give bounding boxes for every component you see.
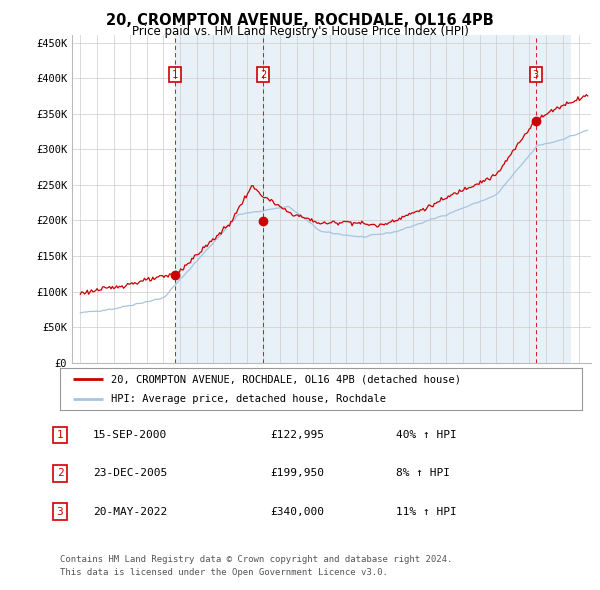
Text: 1: 1 bbox=[172, 70, 178, 80]
Text: £199,950: £199,950 bbox=[270, 468, 324, 478]
Text: Price paid vs. HM Land Registry's House Price Index (HPI): Price paid vs. HM Land Registry's House … bbox=[131, 25, 469, 38]
Text: 20-MAY-2022: 20-MAY-2022 bbox=[93, 507, 167, 517]
Text: 11% ↑ HPI: 11% ↑ HPI bbox=[396, 507, 457, 517]
Bar bbox=[175, 35, 263, 363]
Text: 2: 2 bbox=[260, 70, 266, 80]
Text: 15-SEP-2000: 15-SEP-2000 bbox=[93, 430, 167, 440]
Text: £340,000: £340,000 bbox=[270, 507, 324, 517]
Text: 3: 3 bbox=[56, 507, 64, 517]
Text: 23-DEC-2005: 23-DEC-2005 bbox=[93, 468, 167, 478]
Text: 20, CROMPTON AVENUE, ROCHDALE, OL16 4PB: 20, CROMPTON AVENUE, ROCHDALE, OL16 4PB bbox=[106, 13, 494, 28]
Text: 3: 3 bbox=[533, 70, 539, 80]
Text: HPI: Average price, detached house, Rochdale: HPI: Average price, detached house, Roch… bbox=[110, 394, 386, 404]
Text: 2: 2 bbox=[56, 468, 64, 478]
Text: 40% ↑ HPI: 40% ↑ HPI bbox=[396, 430, 457, 440]
Bar bbox=[263, 35, 571, 363]
Text: Contains HM Land Registry data © Crown copyright and database right 2024.: Contains HM Land Registry data © Crown c… bbox=[60, 555, 452, 563]
Text: £122,995: £122,995 bbox=[270, 430, 324, 440]
Text: 8% ↑ HPI: 8% ↑ HPI bbox=[396, 468, 450, 478]
Text: 20, CROMPTON AVENUE, ROCHDALE, OL16 4PB (detached house): 20, CROMPTON AVENUE, ROCHDALE, OL16 4PB … bbox=[110, 375, 461, 385]
Text: 1: 1 bbox=[56, 430, 64, 440]
Text: This data is licensed under the Open Government Licence v3.0.: This data is licensed under the Open Gov… bbox=[60, 568, 388, 577]
